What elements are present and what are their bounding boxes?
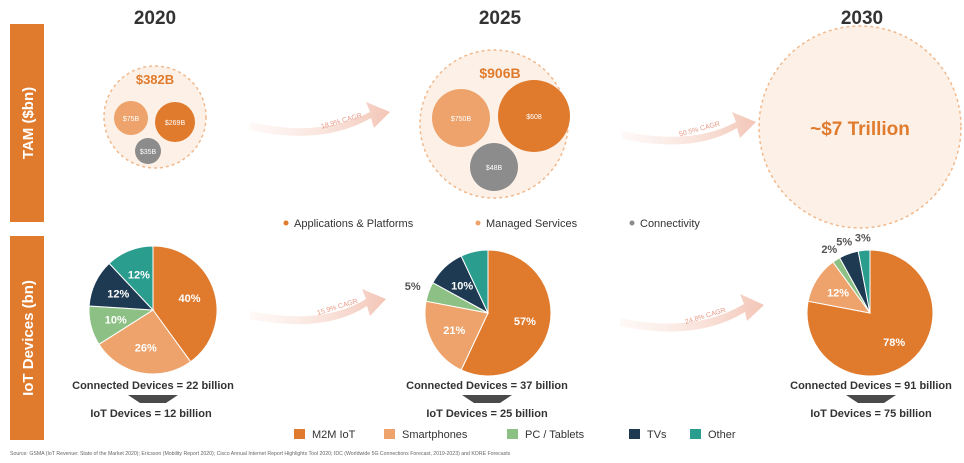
pie-2025-label-m2m-iot: 57% xyxy=(514,316,536,328)
pie-2030-label-smartphones: 12% xyxy=(827,288,849,300)
tam-2020-bubble-managed xyxy=(114,101,148,135)
iot-legend-swatch-pc-tablets xyxy=(507,429,518,439)
tam-2025-bubble-connectivity xyxy=(470,143,518,191)
tam-2020-outline xyxy=(103,65,207,169)
tam-2025-bubble-connectivity-label: $48B xyxy=(486,165,503,172)
iot-devices-2020: IoT Devices = 12 billion xyxy=(90,408,212,420)
pie-2025-slice-smartphones xyxy=(424,300,489,371)
tam-2020-bubble-apps-label: $269B xyxy=(165,120,186,127)
year-2025: 2025 xyxy=(479,8,522,29)
pie-2030-label-m2m-iot: 78% xyxy=(883,337,905,349)
tam-legend-apps: Applications & Platforms xyxy=(294,218,414,230)
pie-2020-label-m2m-iot: 40% xyxy=(179,293,201,305)
iot-legend-swatch-m2m xyxy=(294,429,305,439)
pie-2030-label-tvs: 5% xyxy=(836,236,852,248)
tam-2025-bubble-apps-label: $608 xyxy=(526,114,542,121)
tam-2025-group: $906B $750B $608 $48B xyxy=(419,49,570,199)
iot-legend: M2M IoT Smartphones PC / Tablets TVs Oth… xyxy=(294,429,736,441)
tam-arrow-2020-2025: 18.9% CAGR xyxy=(250,102,390,136)
pie-2030-label-pc-tablets: 2% xyxy=(821,244,837,256)
iot-summary-2025: Connected Devices = 37 billion IoT Devic… xyxy=(406,380,568,420)
tam-arrow-2020-2025-shape xyxy=(250,102,390,136)
pie-2025-slice-m2m-iot xyxy=(460,249,552,377)
iot-pie-2030: 78% 12% 2%5% 3% xyxy=(806,232,934,377)
pie-2025-slice-other xyxy=(460,249,489,314)
tam-side-label: TAM ($bn) xyxy=(20,87,37,159)
summary-arrow-2025 xyxy=(462,395,512,403)
iot-devices-2025: IoT Devices = 25 billion xyxy=(426,408,548,420)
iot-pie-2020: 40% 26% 10% 12% 12% xyxy=(88,245,218,375)
connected-devices-2025: Connected Devices = 37 billion xyxy=(406,380,568,392)
tam-2020-bubble-connectivity-label: $35B xyxy=(140,149,157,156)
tam-2030-total: ~$7 Trillion xyxy=(810,119,910,140)
iot-legend-smartphones: Smartphones xyxy=(402,429,468,441)
pie-2020-label-tvs: 12% xyxy=(107,289,129,301)
tam-legend-marker-connectivity xyxy=(629,220,635,226)
pie-2030-slice-other xyxy=(857,249,871,314)
iot-legend-swatch-other xyxy=(690,429,701,439)
summary-arrow-2030 xyxy=(846,395,896,403)
connected-devices-2020: Connected Devices = 22 billion xyxy=(72,380,234,392)
pie-2020-slice-m2m-iot xyxy=(152,245,218,363)
tam-arrow-2025-2030-shape xyxy=(622,112,756,145)
pie-2020-slice-other xyxy=(108,245,154,312)
iot-legend-swatch-smartphones xyxy=(384,429,395,439)
tam-2020-group: $382B $75B $269B $35B xyxy=(103,65,207,169)
pie-2020-label-smartphones: 26% xyxy=(135,343,157,355)
pie-2020-label-pc-tablets: 10% xyxy=(105,315,127,327)
tam-2025-total: $906B xyxy=(479,65,520,81)
tam-2025-bubble-managed-label: $750B xyxy=(451,116,472,123)
tam-legend: Applications & Platforms Managed Service… xyxy=(283,218,700,230)
summary-arrow-2020 xyxy=(128,395,178,403)
iot-legend-tvs: TVs xyxy=(647,429,667,441)
iot-arrow-2025-2030: 24.8% CAGR xyxy=(620,294,764,332)
pie-2025-label-smartphones: 21% xyxy=(443,325,465,337)
tam-side-bar xyxy=(10,24,44,222)
iot-arrow-2020-2025: 15.9% CAGR xyxy=(250,289,386,325)
iot-summary-2020: Connected Devices = 22 billion IoT Devic… xyxy=(72,380,234,420)
iot-legend-pc-tablets: PC / Tablets xyxy=(525,429,585,441)
tam-arrow-2025-2030: 50.5% CAGR xyxy=(622,112,756,145)
tam-2020-bubble-connectivity xyxy=(135,138,161,164)
iot-summary-2030: Connected Devices = 91 billion IoT Devic… xyxy=(790,380,952,420)
iot-legend-swatch-tvs xyxy=(629,429,640,439)
tam-legend-managed: Managed Services xyxy=(486,218,578,230)
tam-2030-group: ~$7 Trillion xyxy=(758,25,962,229)
year-2020: 2020 xyxy=(134,8,176,29)
iot-arrow-2025-2030-shape xyxy=(620,294,764,332)
iot-legend-other: Other xyxy=(708,429,736,441)
tam-2025-bubble-managed xyxy=(432,89,490,147)
year-2030: 2030 xyxy=(841,8,883,29)
tam-2020-bubble-managed-label: $75B xyxy=(123,116,140,123)
connected-devices-2030: Connected Devices = 91 billion xyxy=(790,380,952,392)
tam-2025-bubble-apps xyxy=(498,80,570,152)
tam-legend-connectivity: Connectivity xyxy=(640,218,700,230)
pie-2025-label-tvs: 10% xyxy=(451,280,473,292)
iot-arrow-2020-2025-shape xyxy=(250,289,386,325)
iot-legend-m2m: M2M IoT xyxy=(312,429,356,441)
pie-2030-label-other: 3% xyxy=(855,232,871,244)
iot-side-label: IoT Devices (bn) xyxy=(20,280,37,396)
pie-2020-label-other: 12% xyxy=(128,269,150,281)
iot-devices-2030: IoT Devices = 75 billion xyxy=(810,408,932,420)
tam-2020-total: $382B xyxy=(136,72,174,87)
tam-legend-marker-managed xyxy=(475,220,481,226)
iot-side-bar xyxy=(10,236,44,440)
iot-pie-2025: 57% 21% 5% 10% xyxy=(405,249,552,377)
source-note: Source: GSMA (IoT Revenue: State of the … xyxy=(10,451,511,457)
tam-2020-bubble-apps xyxy=(155,102,195,142)
pie-2020-slice-smartphones xyxy=(98,309,192,375)
tam-2030-outline xyxy=(758,25,962,229)
pie-2025-label-pc-tablets: 5% xyxy=(405,281,421,293)
tam-legend-marker-apps xyxy=(283,220,289,226)
